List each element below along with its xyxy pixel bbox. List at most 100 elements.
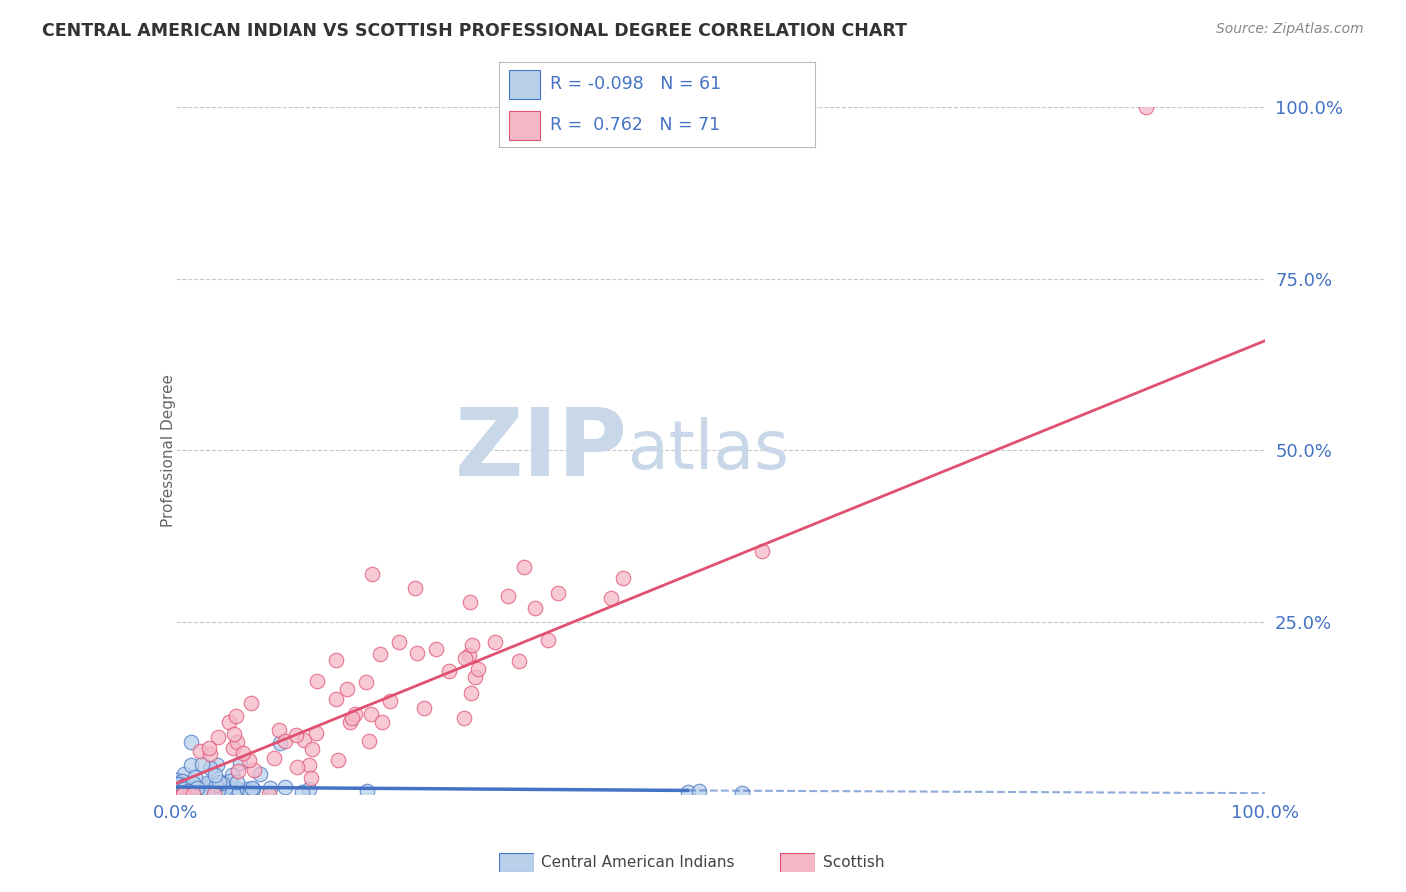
Point (222, 741, 245, 756)
Point (181, 787, 204, 801)
Point (236, 782, 259, 797)
Point (204, 778, 226, 792)
Point (290, 785, 312, 799)
Point (731, 785, 754, 799)
Point (186, 781, 208, 796)
Point (181, 775, 204, 789)
Point (676, 785, 699, 799)
Point (204, 768, 226, 782)
Point (221, 767, 243, 781)
Point (292, 732, 315, 747)
Text: R =  0.762   N = 71: R = 0.762 N = 71 (550, 116, 720, 134)
Point (218, 715, 240, 730)
Point (413, 701, 436, 715)
Point (226, 781, 249, 796)
Point (537, 632, 560, 647)
Point (356, 784, 378, 798)
Point (190, 787, 212, 801)
Point (508, 654, 530, 668)
Point (267, 723, 290, 738)
Point (243, 763, 266, 777)
Point (453, 711, 475, 725)
Text: CENTRAL AMERICAN INDIAN VS SCOTTISH PROFESSIONAL DEGREE CORRELATION CHART: CENTRAL AMERICAN INDIAN VS SCOTTISH PROF… (42, 22, 907, 40)
Point (195, 776, 218, 790)
Point (458, 594, 481, 608)
Point (378, 693, 401, 707)
Point (1135, 100, 1157, 114)
Point (340, 711, 363, 725)
Point (190, 782, 212, 797)
Point (359, 734, 381, 748)
Point (273, 780, 295, 794)
Point (405, 581, 427, 595)
Point (263, 751, 285, 765)
Point (226, 764, 249, 779)
Point (202, 787, 225, 801)
Point (219, 774, 242, 789)
Point (200, 747, 222, 761)
FancyBboxPatch shape (509, 70, 540, 99)
Point (238, 753, 260, 767)
FancyBboxPatch shape (509, 111, 540, 139)
Point (224, 727, 246, 741)
Point (285, 759, 308, 773)
Point (298, 782, 321, 797)
Point (388, 634, 411, 648)
Point (269, 736, 291, 750)
Point (173, 766, 195, 780)
Point (172, 787, 194, 801)
Point (177, 783, 200, 797)
Point (238, 786, 260, 800)
FancyBboxPatch shape (499, 853, 534, 872)
Y-axis label: Professional Degree: Professional Degree (162, 374, 176, 527)
Point (169, 786, 191, 800)
Point (180, 786, 202, 800)
Point (285, 728, 308, 742)
Point (600, 591, 623, 606)
Point (298, 758, 321, 772)
Point (215, 780, 238, 794)
Point (325, 692, 347, 706)
Point (425, 642, 447, 657)
Point (301, 741, 323, 756)
Point (169, 777, 191, 791)
Text: R = -0.098   N = 61: R = -0.098 N = 61 (550, 75, 721, 93)
FancyBboxPatch shape (780, 853, 815, 872)
Point (406, 646, 429, 660)
Point (179, 787, 201, 801)
Point (360, 706, 382, 721)
Point (299, 771, 322, 785)
Point (170, 779, 193, 793)
Point (183, 770, 205, 784)
Text: atlas: atlas (628, 417, 789, 483)
Point (225, 709, 247, 723)
Point (214, 782, 236, 797)
Text: Scottish: Scottish (823, 855, 884, 870)
Point (523, 600, 546, 615)
Point (211, 775, 233, 789)
Point (464, 670, 486, 684)
Point (172, 786, 194, 800)
Point (467, 662, 489, 676)
Point (226, 775, 249, 789)
Point (180, 758, 202, 772)
Point (259, 787, 281, 801)
Point (205, 758, 228, 772)
Point (273, 734, 295, 748)
Point (751, 544, 773, 558)
Point (239, 786, 262, 800)
Point (198, 740, 221, 755)
Point (612, 571, 634, 585)
Point (354, 674, 377, 689)
Point (688, 784, 710, 798)
Point (229, 756, 252, 770)
Point (180, 735, 202, 749)
Point (207, 783, 229, 797)
Point (207, 730, 229, 744)
Point (484, 634, 506, 648)
Point (191, 757, 214, 772)
Point (226, 735, 249, 749)
Point (174, 781, 197, 796)
Point (547, 586, 569, 600)
Point (437, 664, 460, 678)
